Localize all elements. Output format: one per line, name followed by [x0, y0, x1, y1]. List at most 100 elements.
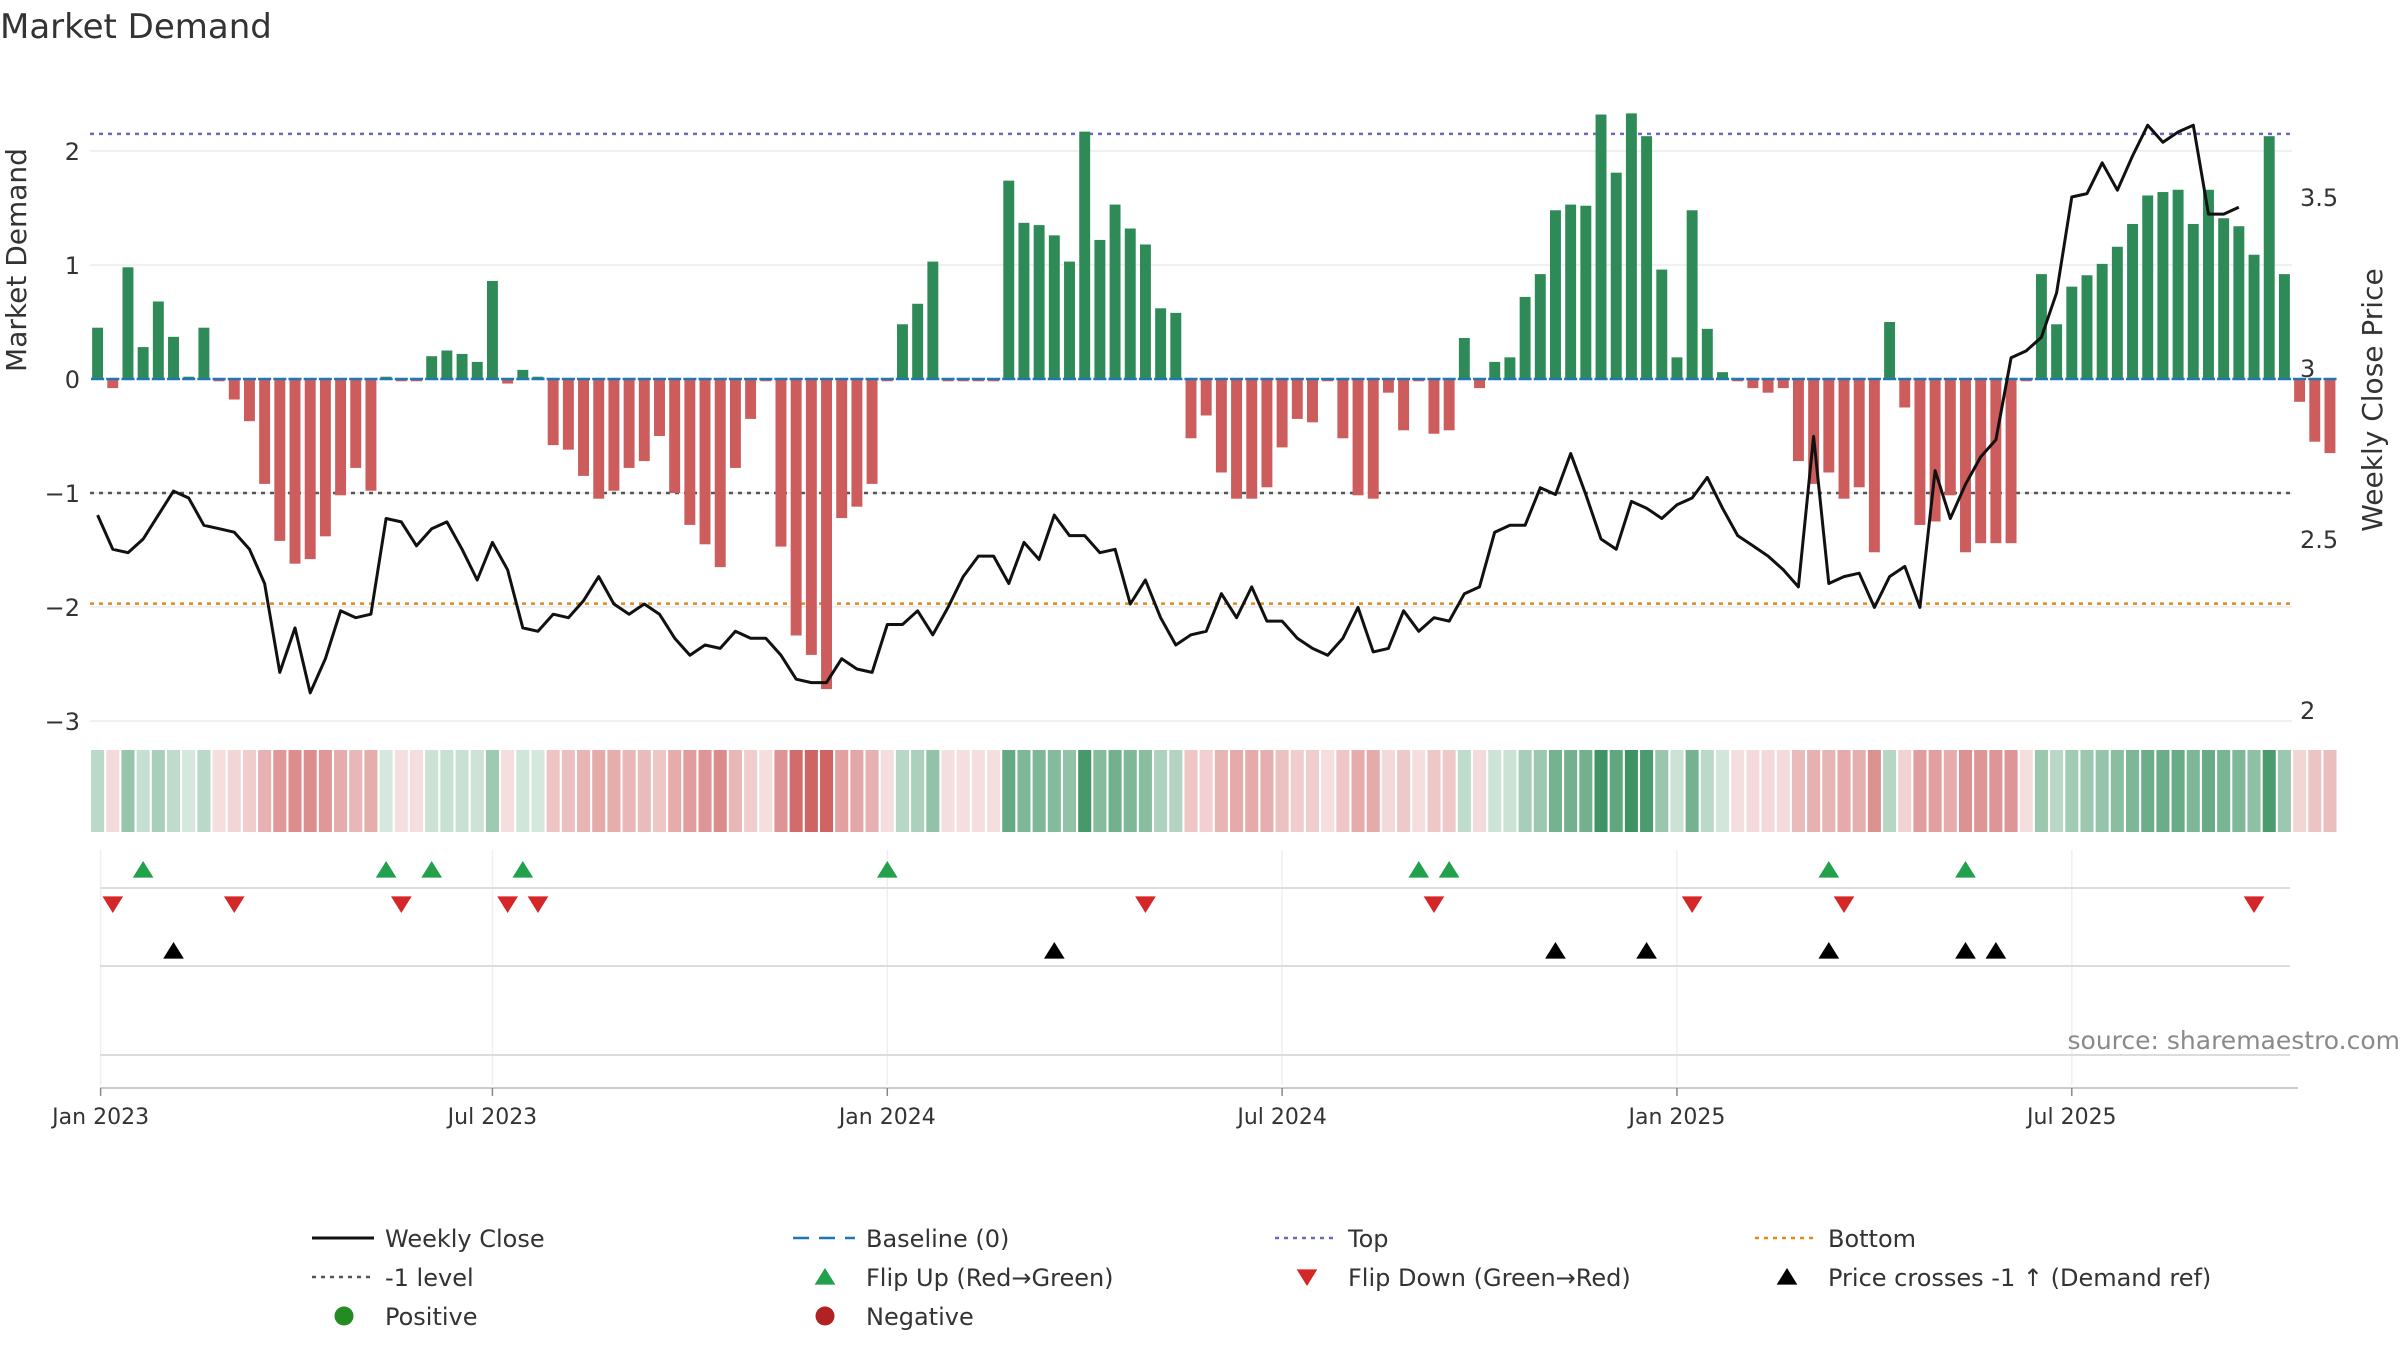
flip-down-marker	[102, 896, 123, 913]
demand-bar	[2233, 226, 2244, 379]
strip-cell	[881, 750, 894, 832]
demand-bar	[1140, 244, 1151, 379]
demand-bar	[2097, 264, 2108, 379]
demand-bar	[1550, 210, 1561, 379]
strip-cell	[1746, 750, 1759, 832]
flip-down-marker	[1135, 896, 1156, 913]
demand-bar	[897, 324, 908, 379]
demand-bar	[2173, 190, 2184, 379]
demand-bar	[1960, 379, 1971, 552]
strip-cell	[623, 750, 636, 832]
x-tick-label: Jan 2025	[1627, 1105, 1726, 1130]
legend-swatch-circle	[816, 1307, 835, 1326]
demand-bar	[123, 267, 134, 379]
demand-bar	[2142, 195, 2153, 379]
flip-up-marker	[1439, 861, 1460, 878]
demand-bar	[700, 379, 711, 544]
strip-cell	[2263, 750, 2276, 832]
demand-bar	[305, 379, 316, 559]
strip-cell	[1701, 750, 1714, 832]
strip-cell	[2187, 750, 2200, 832]
demand-bar	[2112, 247, 2123, 379]
flip-down-marker	[224, 896, 245, 913]
demand-bar	[229, 379, 240, 400]
strip-cell	[425, 750, 438, 832]
strip-cell	[516, 750, 529, 832]
price-cross-marker	[1818, 942, 1839, 959]
demand-bar	[1292, 379, 1303, 419]
flip-up-marker	[877, 861, 898, 878]
strip-cell	[1807, 750, 1820, 832]
demand-bar	[487, 281, 498, 379]
demand-bar	[1246, 379, 1257, 499]
demand-bar	[1125, 229, 1136, 379]
demand-bar	[821, 379, 832, 689]
demand-bar	[1869, 379, 1880, 552]
source-note: source: sharemaestro.com	[2068, 1026, 2400, 1055]
strip-cell	[1883, 750, 1896, 832]
strip-cell	[288, 750, 301, 832]
demand-bar	[365, 379, 376, 491]
legend-label: Baseline (0)	[866, 1225, 1009, 1253]
demand-bar	[1353, 379, 1364, 495]
demand-bar	[1914, 379, 1925, 525]
strip-cell	[1913, 750, 1926, 832]
demand-bar	[244, 379, 255, 421]
y2-tick-label: 2	[2300, 697, 2315, 725]
demand-bar	[2218, 218, 2229, 379]
demand-bar	[548, 379, 559, 445]
strip-cell	[653, 750, 666, 832]
legend-swatch-circle	[335, 1307, 354, 1326]
y2-tick-label: 3.5	[2300, 184, 2338, 212]
strip-cell	[1169, 750, 1182, 832]
demand-bar	[1626, 113, 1637, 379]
strip-cell	[1412, 750, 1425, 832]
flip-up-marker	[512, 861, 533, 878]
strip-cell	[577, 750, 590, 832]
strip-cell	[349, 750, 362, 832]
strip-cell	[2020, 750, 2033, 832]
strip-cell	[850, 750, 863, 832]
demand-bar	[1945, 379, 1956, 495]
demand-bar	[1687, 210, 1698, 379]
demand-bar	[1565, 205, 1576, 379]
strip-cell	[501, 750, 514, 832]
demand-bar	[1747, 379, 1758, 388]
strip-cell	[1215, 750, 1228, 832]
strip-cell	[1367, 750, 1380, 832]
strip-cell	[2065, 750, 2078, 832]
strip-cell	[835, 750, 848, 832]
strip-cell	[1929, 750, 1942, 832]
strip-cell	[2141, 750, 2154, 832]
price-cross-marker	[163, 942, 184, 959]
demand-bar	[927, 262, 938, 379]
strip-cell	[167, 750, 180, 832]
strip-cell	[121, 750, 134, 832]
demand-bar	[1656, 270, 1667, 379]
demand-bar	[654, 379, 665, 436]
demand-bar	[1064, 262, 1075, 379]
strip-cell	[2232, 750, 2245, 832]
y-axis-left: 210−1−2−3	[45, 138, 80, 736]
legend-label: Flip Down (Green→Red)	[1348, 1264, 1631, 1292]
strip-cell	[1109, 750, 1122, 832]
strip-cell	[1868, 750, 1881, 832]
demand-bar	[2279, 274, 2290, 379]
strip-cell	[1063, 750, 1076, 832]
flip-up-marker	[1818, 861, 1839, 878]
demand-bar	[1018, 223, 1029, 379]
strip-cell	[896, 750, 909, 832]
strip-cell	[729, 750, 742, 832]
demand-bar	[1823, 379, 1834, 472]
demand-bar	[1277, 379, 1288, 447]
strip-cell	[1048, 750, 1061, 832]
strip-cell	[683, 750, 696, 832]
strip-cell	[1716, 750, 1729, 832]
strip-cell	[926, 750, 939, 832]
x-tick-label: Jul 2023	[446, 1105, 538, 1130]
demand-bar	[1155, 308, 1166, 379]
demand-bar	[1520, 297, 1531, 379]
price-cross-marker	[1545, 942, 1566, 959]
strip-cell	[228, 750, 241, 832]
